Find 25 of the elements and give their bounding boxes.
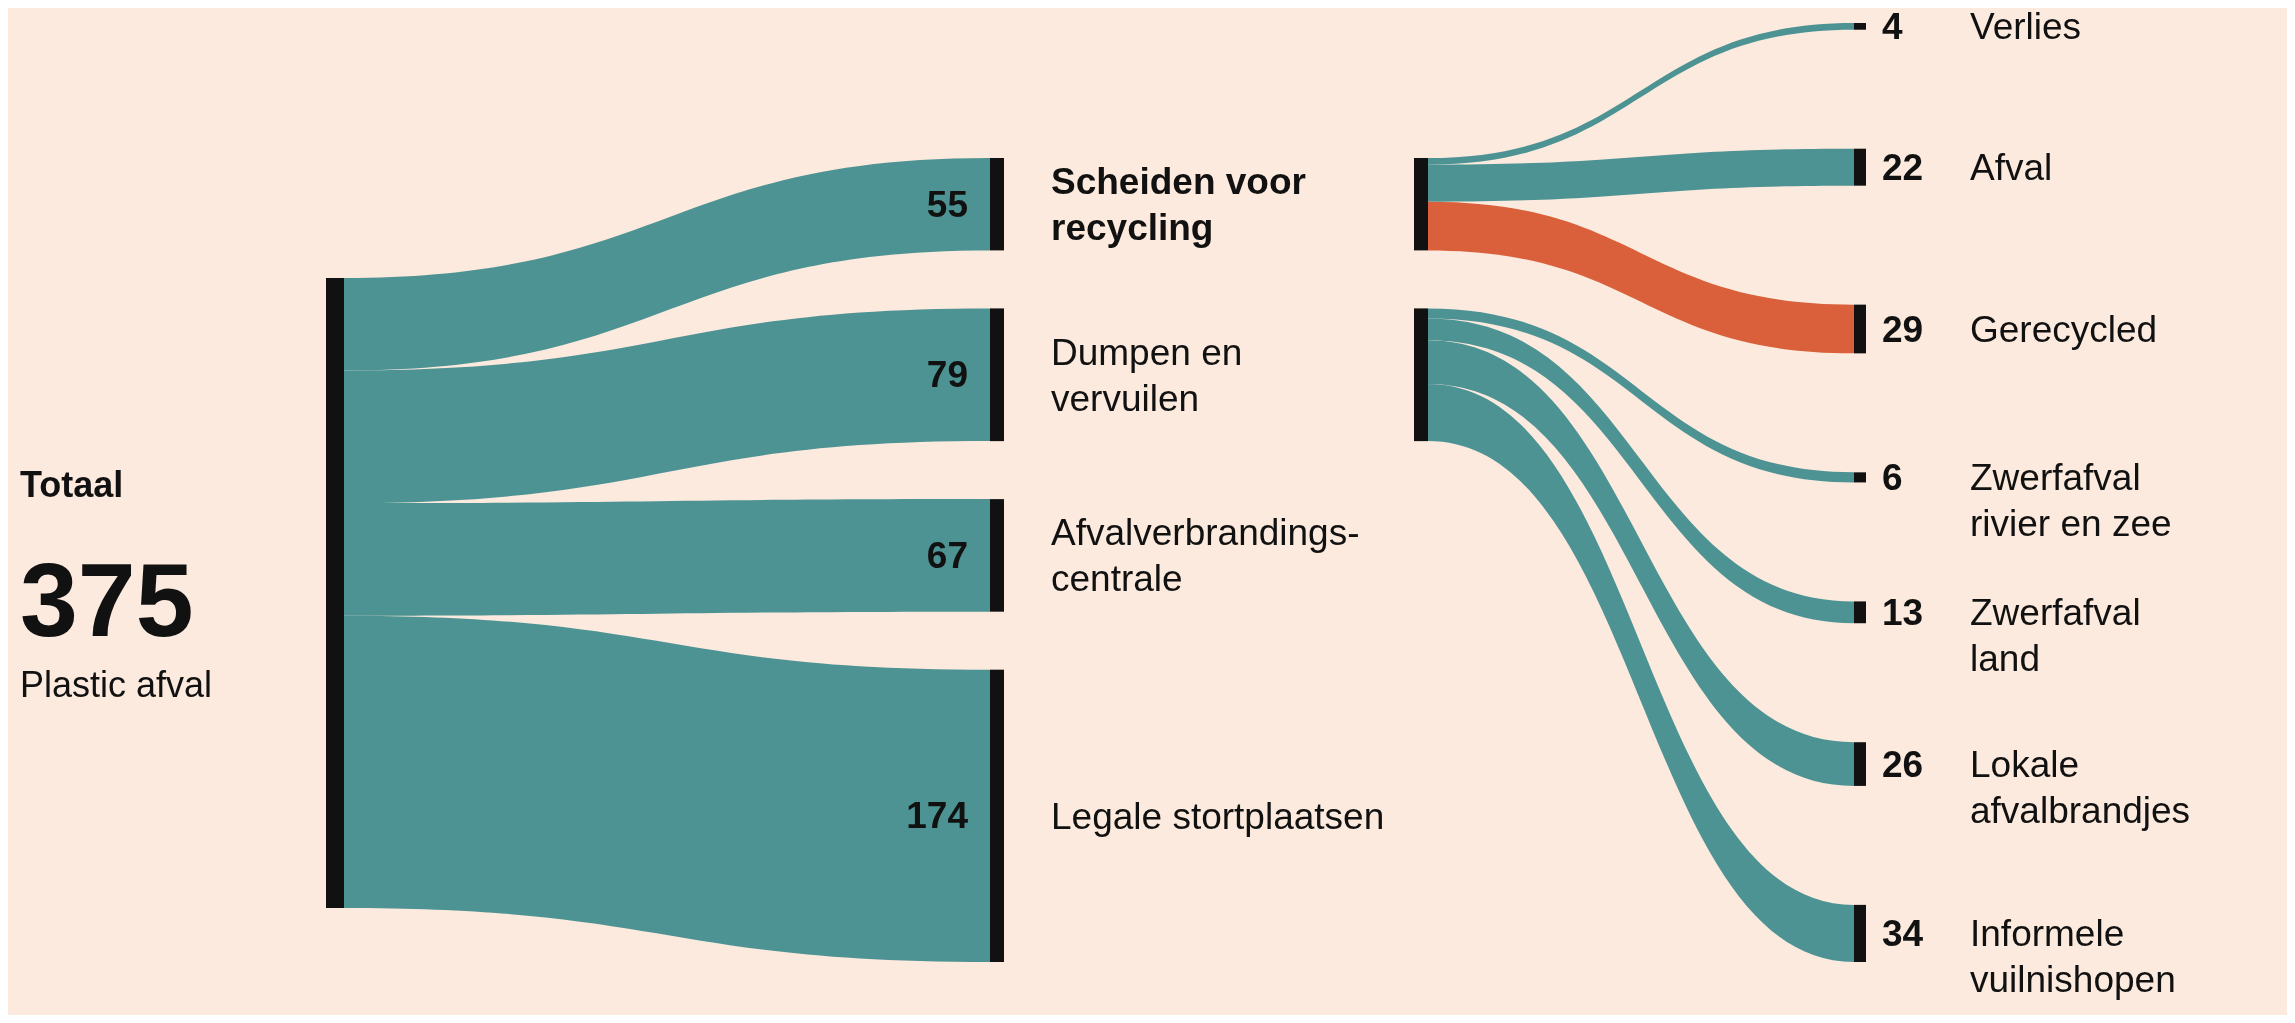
category-label: Scheiden voor recycling xyxy=(1051,160,1306,248)
data-label: 29 xyxy=(1882,308,1924,350)
category-label: Zwerfafval rivier en zee xyxy=(1970,456,2172,544)
category-label: Legale stortplaatsen xyxy=(1051,795,1385,837)
category-label: Informele vuilnishopen xyxy=(1970,912,2176,1000)
data-label: 34 xyxy=(1882,912,1924,954)
data-label: 13 xyxy=(1882,591,1924,633)
data-label: 4 xyxy=(1882,5,1903,47)
text: Plastic afval xyxy=(20,663,213,705)
category-label: Dumpen en vervuilen xyxy=(1051,331,1243,419)
data-label: 79 xyxy=(926,354,968,396)
text: 375 xyxy=(20,542,194,658)
data-label: 22 xyxy=(1882,146,1924,188)
text: Totaal xyxy=(20,463,124,505)
category-label: Afval xyxy=(1970,146,2053,188)
category-label: Zwerfafval land xyxy=(1970,591,2141,679)
data-label: 6 xyxy=(1882,456,1903,498)
category-label: Gerecycled xyxy=(1970,308,2158,350)
category-label: Afvalverbrandings- centrale xyxy=(1051,511,1360,599)
category-label: Lokale afvalbrandjes xyxy=(1970,743,2191,831)
data-label: 67 xyxy=(926,534,968,576)
category-label: Verlies xyxy=(1970,5,2082,47)
data-label: 174 xyxy=(906,795,969,837)
data-label: 26 xyxy=(1882,743,1924,785)
data-label: 55 xyxy=(926,183,968,225)
